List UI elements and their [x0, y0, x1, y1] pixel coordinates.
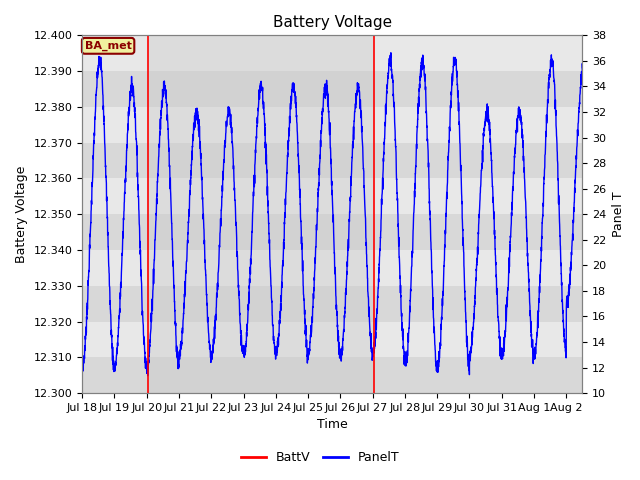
Bar — [82, 36, 582, 71]
X-axis label: Time: Time — [317, 419, 348, 432]
Bar — [82, 322, 582, 357]
Bar — [82, 286, 582, 322]
Bar — [82, 214, 582, 250]
Y-axis label: Battery Voltage: Battery Voltage — [15, 166, 28, 263]
Y-axis label: Panel T: Panel T — [612, 192, 625, 237]
Text: BA_met: BA_met — [84, 41, 132, 51]
Bar — [82, 143, 582, 179]
Bar — [82, 71, 582, 107]
Title: Battery Voltage: Battery Voltage — [273, 15, 392, 30]
Bar — [82, 179, 582, 214]
Legend: BattV, PanelT: BattV, PanelT — [236, 446, 404, 469]
Bar — [148, 36, 374, 393]
Bar — [82, 107, 582, 143]
Bar — [82, 357, 582, 393]
Bar — [82, 250, 582, 286]
